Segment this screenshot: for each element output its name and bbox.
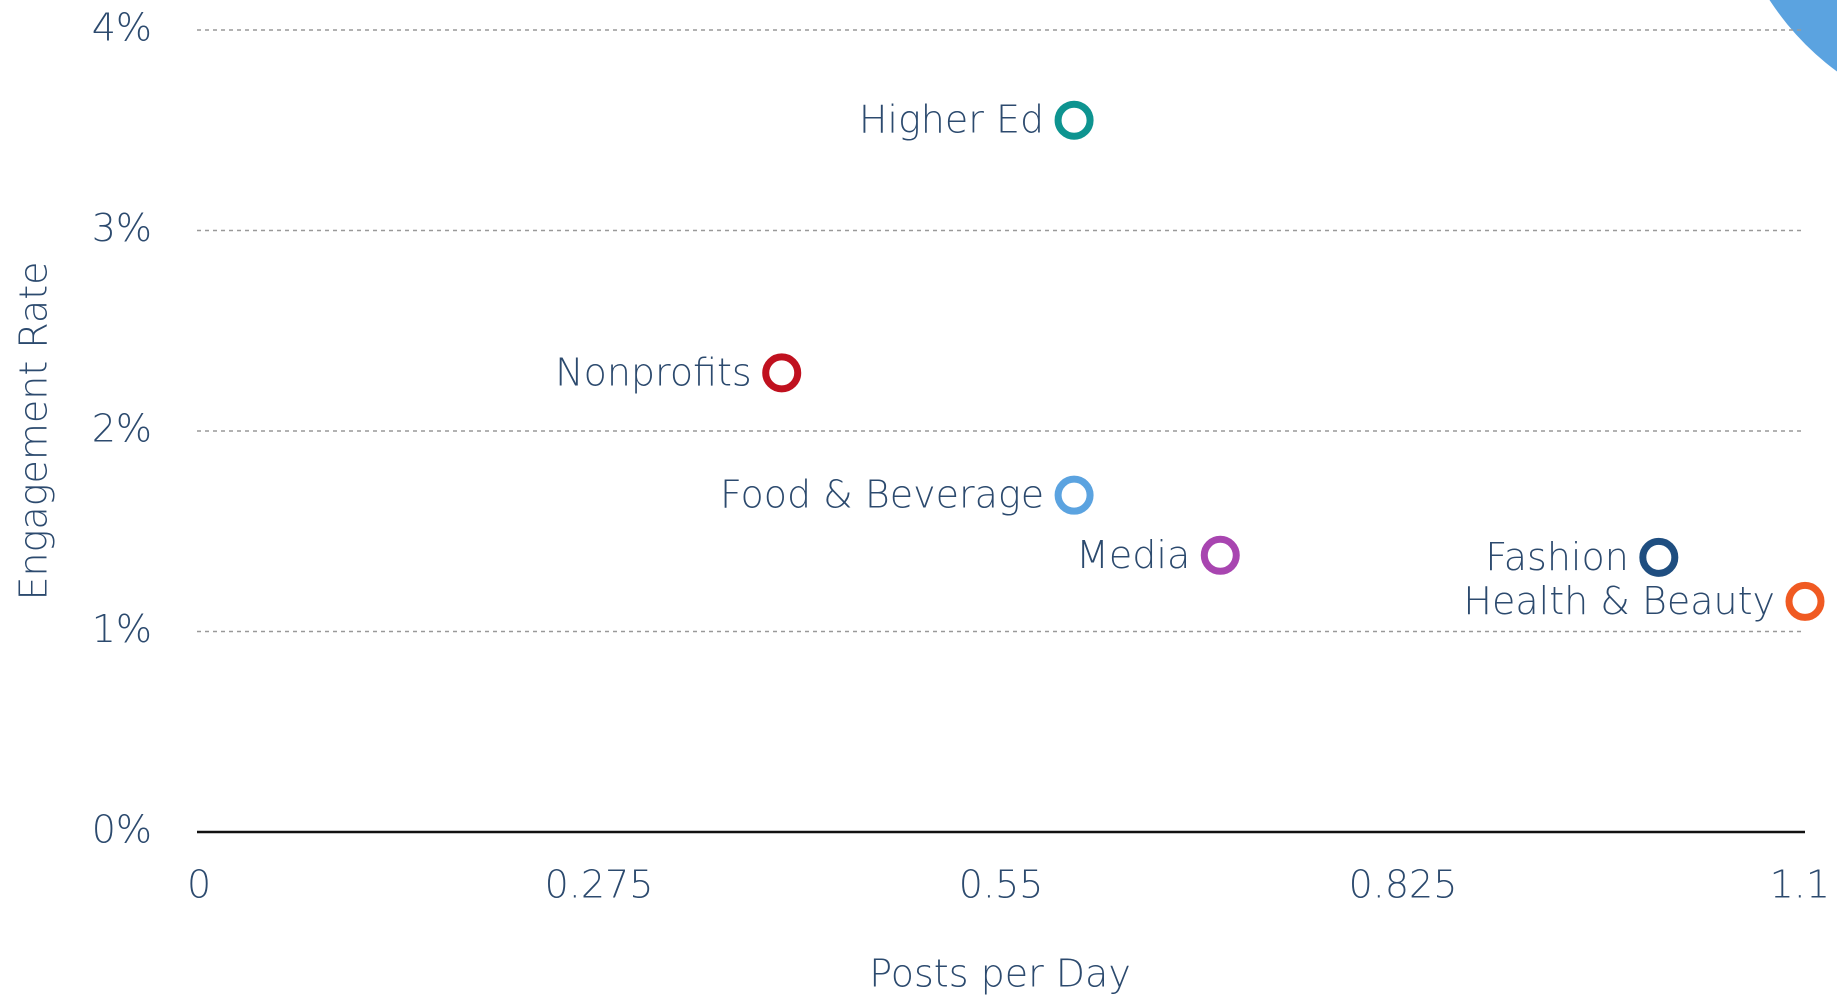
x-axis-title: Posts per Day xyxy=(869,952,1131,996)
decor-circle xyxy=(1769,0,1837,72)
point-label: Nonprofits xyxy=(555,350,752,394)
point-label: Health & Beauty xyxy=(1463,579,1775,623)
x-tick-label: 0.825 xyxy=(1349,863,1458,907)
point xyxy=(1054,100,1094,140)
x-tick-label: 1.1 xyxy=(1770,863,1830,907)
point-label: Media xyxy=(1076,533,1190,577)
point-label: Fashion xyxy=(1485,535,1628,579)
y-tick-label: 2% xyxy=(92,407,152,451)
point xyxy=(1639,537,1679,577)
y-tick-label: 3% xyxy=(92,206,152,250)
point xyxy=(762,353,802,393)
x-tick-label: 0.55 xyxy=(959,863,1044,907)
point-label: Food & Beverage xyxy=(720,473,1044,517)
y-tick-label: 4% xyxy=(92,6,152,50)
point xyxy=(1200,535,1240,575)
y-tick-label: 1% xyxy=(92,607,152,651)
x-tick-label: 0 xyxy=(187,863,211,907)
point-label: Higher Ed xyxy=(859,98,1044,142)
point xyxy=(1785,581,1825,621)
y-tick-label: 0% xyxy=(92,808,152,852)
y-axis-title: Engagement Rate xyxy=(12,262,56,601)
x-tick-label: 0.275 xyxy=(545,863,654,907)
point xyxy=(1054,475,1094,515)
